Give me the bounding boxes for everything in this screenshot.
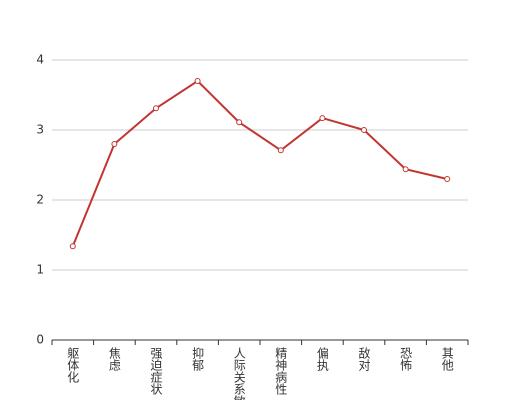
point bbox=[236, 119, 243, 126]
x-tick-label: 精神病性 bbox=[274, 347, 288, 396]
point bbox=[444, 176, 451, 182]
point bbox=[402, 166, 409, 173]
point bbox=[111, 141, 118, 147]
y-tick-label: 0 bbox=[36, 333, 44, 347]
y-tick-label: 3 bbox=[36, 123, 44, 137]
x-tick-label: 人际关系敏感 bbox=[232, 347, 246, 400]
line bbox=[71, 79, 448, 247]
y-tick-label: 1 bbox=[36, 263, 44, 277]
point bbox=[194, 78, 201, 84]
point bbox=[69, 243, 76, 250]
x-tick-label: 焦虑 bbox=[107, 347, 121, 371]
point bbox=[319, 115, 326, 122]
x-tick-label: 敌对 bbox=[357, 346, 371, 371]
x-tick-label: 强迫症状 bbox=[149, 347, 163, 395]
point bbox=[153, 105, 159, 112]
x-tick-label: 恐怖 bbox=[399, 347, 413, 371]
x-tick-label: 偏执 bbox=[315, 346, 329, 372]
x-tick-label: 其他 bbox=[440, 347, 454, 371]
x-tick-label: 躯体化 bbox=[66, 346, 80, 384]
x-tick-label: 抑郁 bbox=[191, 346, 205, 372]
point bbox=[277, 147, 284, 154]
point bbox=[361, 127, 367, 133]
y-tick-label: 4 bbox=[36, 53, 44, 67]
y-tick-label: 2 bbox=[36, 193, 44, 207]
